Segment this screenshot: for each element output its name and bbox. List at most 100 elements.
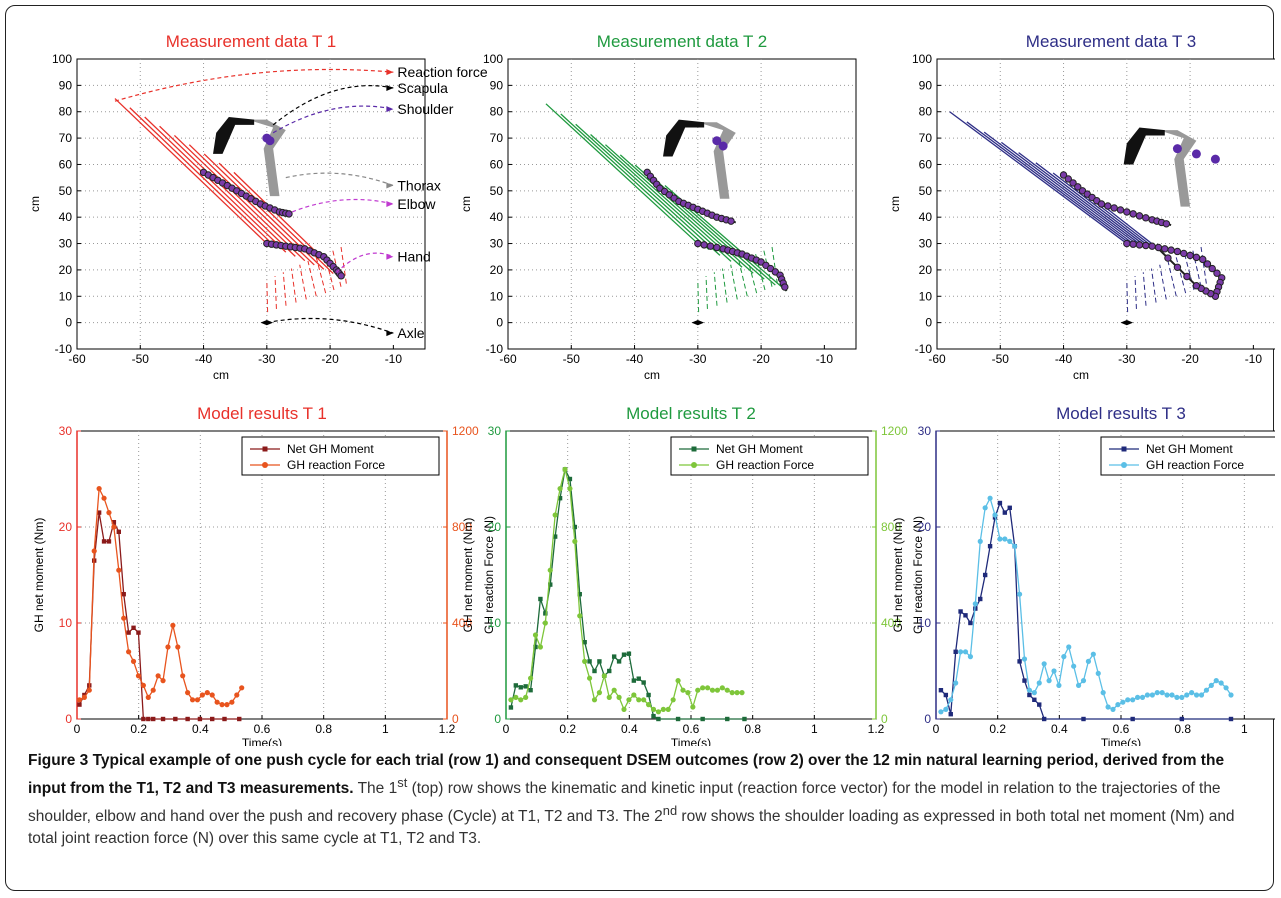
moment-point (997, 500, 1003, 506)
moment-point (1041, 716, 1047, 722)
hand-marker (1208, 264, 1216, 273)
force-point (1218, 680, 1224, 686)
moment-point (538, 596, 543, 602)
moment-point (210, 716, 215, 722)
moment-point (626, 651, 632, 656)
shoulder-marker (265, 136, 275, 146)
tick-label-x: 0.2 (130, 722, 147, 736)
tick-label-y: 10 (490, 289, 504, 303)
force-point (547, 567, 553, 573)
moment-point (582, 640, 587, 645)
caption-title: Figure 3 Typical example of one push cyc… (28, 752, 1225, 798)
force-point (982, 505, 988, 511)
tick-label-x: -10 (385, 352, 403, 366)
tick-label-y2: 400 (452, 616, 472, 630)
y-axis-label: GH net moment (Nm) (891, 518, 905, 633)
shoulder-marker (1210, 154, 1220, 164)
tick-label-y: 10 (918, 616, 932, 630)
chart-title: Measurement data T 3 (1026, 32, 1196, 51)
tick-label-y: 70 (919, 131, 933, 145)
reaction-force-vector-short (307, 260, 317, 297)
tick-label-y: 20 (59, 263, 73, 277)
force-point (76, 697, 83, 703)
tick-label-y: 50 (59, 184, 73, 198)
force-point (1085, 658, 1092, 665)
tick-label-x: -20 (321, 352, 339, 366)
force-point (1134, 694, 1141, 701)
moment-point (636, 676, 641, 681)
tick-label-x: 0.2 (989, 722, 1006, 736)
hand-marker (1173, 247, 1182, 256)
reaction-force-vector (144, 116, 287, 253)
hand-marker (1154, 243, 1163, 252)
annotation-label: Hand (397, 249, 430, 265)
legend-marker-force (262, 462, 268, 468)
force-point (126, 649, 132, 655)
force-point (1228, 692, 1234, 698)
hand-marker (337, 272, 345, 280)
hand-marker (1183, 272, 1191, 281)
force-point (1198, 692, 1205, 698)
force-point (611, 687, 617, 693)
moment-point (1027, 692, 1032, 698)
y2-axis-label: GH reaction Force (N) (911, 516, 925, 634)
force-point (1139, 694, 1146, 701)
tick-label-x: 0.8 (1174, 722, 1191, 736)
shoulder-marker (718, 141, 728, 151)
tick-label-x: 0.4 (621, 722, 638, 736)
force-point (1002, 536, 1008, 542)
force-point (1110, 706, 1116, 713)
chart-title: Measurement data T 1 (166, 32, 336, 51)
tick-label-y: 100 (912, 52, 932, 66)
force-point (527, 675, 534, 681)
force-point (1169, 692, 1175, 698)
tick-label-y: 100 (483, 52, 503, 66)
tick-label-y2: 1200 (881, 424, 908, 438)
force-point (185, 690, 191, 696)
tick-label-x: -20 (1181, 352, 1199, 366)
plot-area (935, 430, 1275, 720)
elbow-marker (1135, 212, 1144, 220)
reaction-force-vector-short (1134, 276, 1137, 309)
reaction-force-vector (545, 103, 699, 245)
y2-axis-label: GH reaction Force (N) (482, 516, 496, 634)
reaction-force-vector (129, 107, 277, 249)
force-point (106, 510, 112, 516)
y-axis-label: GH net moment (Nm) (32, 518, 46, 633)
moment-point (508, 705, 514, 710)
tick-label-y: 20 (59, 520, 73, 534)
force-point (523, 694, 529, 701)
moment-point (146, 716, 151, 722)
tick-label-y2: 0 (452, 712, 459, 726)
force-point (155, 673, 161, 679)
tick-label-x: 0.6 (683, 722, 700, 736)
tick-label-y: 10 (488, 616, 502, 630)
moment-point (1002, 510, 1008, 515)
hand-marker (1192, 253, 1201, 262)
tick-label-x: 0 (503, 722, 510, 736)
force-point (1223, 685, 1229, 691)
force-point (724, 687, 730, 693)
force-point (1125, 697, 1131, 703)
legend-marker-force (1121, 462, 1127, 468)
tick-label-x: -50 (132, 352, 150, 366)
tick-label-x: 0.2 (559, 722, 576, 736)
force-point (204, 690, 210, 696)
tick-label-x: 0 (933, 722, 940, 736)
tick-label-y: 0 (65, 316, 72, 330)
moment-point (101, 539, 107, 544)
force-point (1071, 663, 1077, 669)
moment-point (141, 716, 146, 722)
force-point (943, 706, 949, 713)
force-point (660, 706, 666, 713)
tick-label-y: 0 (65, 712, 72, 726)
shoulder-marker (1172, 144, 1182, 154)
annotation-arrowhead (386, 106, 394, 113)
moment-point (518, 685, 523, 690)
tick-label-x: -40 (195, 352, 213, 366)
y-axis-label: cm (459, 196, 473, 212)
annotation-label: Thorax (397, 178, 441, 194)
annotation-label: Elbow (397, 196, 436, 212)
figure-caption: Figure 3 Typical example of one push cyc… (28, 750, 1258, 850)
tick-label-y: 40 (490, 210, 504, 224)
